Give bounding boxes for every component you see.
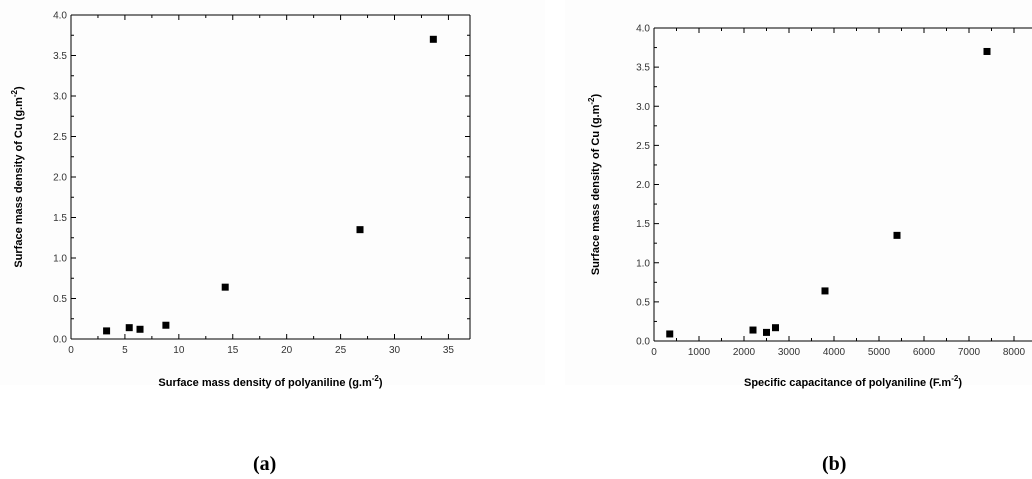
y-tick-label: 3.5 (53, 51, 67, 62)
data-point (772, 324, 779, 332)
data-point (162, 321, 170, 329)
x-axis-title: Specific capacitance of polyaniline (F.m… (744, 374, 962, 389)
y-axis-title: Surface mass density of Cu (g.m-2) (587, 94, 602, 276)
y-tick-label: 3.0 (636, 102, 650, 113)
data-point (763, 328, 770, 336)
data-point (429, 35, 437, 43)
y-tick-label: 4.0 (636, 24, 650, 35)
x-tick-label: 6000 (913, 347, 936, 358)
x-tick-label: 20 (281, 345, 293, 356)
x-tick-label: 1000 (688, 347, 711, 358)
x-tick-label: 4000 (823, 347, 846, 358)
data-point (893, 231, 901, 239)
panel-a-background (0, 0, 545, 385)
y-tick-label: 0.5 (53, 294, 67, 305)
y-tick-label: 2.0 (636, 180, 650, 191)
x-tick-label: 15 (227, 345, 239, 356)
chart-panel-1: 0 1000 2000 3000 4000 5000 6000 7000 8000 0.0 0.5 1… (587, 24, 1032, 389)
x-tick-label: 5000 (868, 347, 891, 358)
x-tick-label: 0 (651, 347, 657, 358)
chart-panel-0: 0 5 10 15 20 25 30 35 0.0 0.5 1.0 1.5 2.0 2.5 3.0 3.5 4.… (10, 11, 471, 389)
y-tick-label: 1.0 (636, 258, 650, 269)
data-point (821, 287, 829, 295)
panel-b-background (565, 0, 1032, 385)
panel-label-b: (b) (822, 453, 847, 475)
x-tick-label: 2000 (733, 347, 756, 358)
y-tick-label: 2.0 (53, 173, 67, 184)
y-tick-label: 0.5 (636, 297, 650, 308)
data-point (221, 283, 229, 291)
y-tick-label: 2.5 (636, 141, 650, 152)
data-point (103, 327, 111, 335)
y-tick-label: 4.0 (53, 11, 67, 22)
y-tick-label: 1.5 (53, 213, 67, 224)
x-tick-label: 0 (68, 345, 74, 356)
x-tick-label: 25 (335, 345, 347, 356)
y-tick-label: 0.0 (53, 335, 67, 346)
x-tick-label: 3000 (778, 347, 801, 358)
data-point (125, 324, 133, 332)
x-tick-label: 30 (389, 345, 401, 356)
x-tick-label: 10 (173, 345, 185, 356)
y-axis-title: Surface mass density of Cu (g.m-2) (10, 86, 25, 268)
panel-label-a: (a) (253, 453, 277, 475)
x-tick-label: 8000 (1003, 347, 1026, 358)
y-tick-label: 0.0 (636, 337, 650, 348)
y-tick-label: 3.0 (53, 92, 67, 103)
y-tick-label: 3.5 (636, 63, 650, 74)
data-point (749, 326, 757, 334)
x-tick-label: 35 (443, 345, 455, 356)
data-point (666, 330, 674, 338)
x-tick-label: 7000 (958, 347, 981, 358)
data-point (136, 325, 144, 333)
data-point (356, 226, 364, 234)
y-tick-label: 1.0 (53, 254, 67, 265)
x-axis-title: Surface mass density of polyaniline (g.m… (158, 374, 382, 389)
y-tick-label: 1.5 (636, 219, 650, 230)
y-tick-label: 2.5 (53, 132, 67, 143)
x-tick-label: 5 (122, 345, 128, 356)
data-point (983, 47, 991, 55)
